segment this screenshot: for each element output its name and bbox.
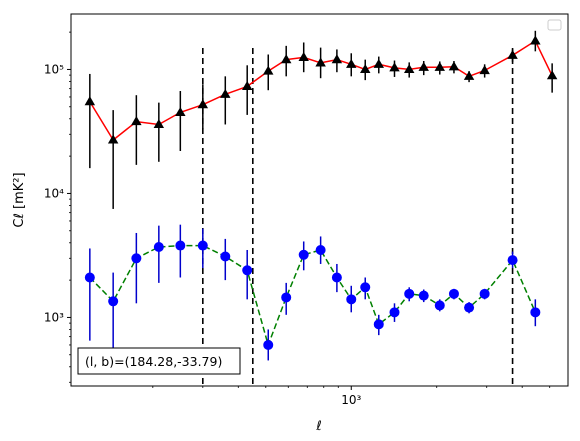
data-point [280, 54, 292, 64]
data-point [463, 70, 475, 80]
data-point [448, 288, 459, 299]
coordinate-annotation: (l, b)=(184.28,-33.79) [77, 347, 241, 375]
data-point [479, 288, 490, 299]
data-point [434, 300, 445, 311]
data-point [373, 319, 384, 330]
data-point [479, 65, 490, 75]
data-point [131, 116, 142, 126]
data-point [108, 296, 119, 307]
data-point [418, 61, 429, 71]
data-point [530, 307, 541, 318]
data-point [403, 63, 415, 74]
data-point [298, 249, 309, 260]
data-point [220, 251, 231, 262]
series-1 [84, 224, 541, 361]
data-point [175, 240, 186, 251]
data-point [346, 58, 357, 68]
x-axis-label: ℓ [315, 419, 321, 434]
data-point [530, 35, 541, 45]
series-line [89, 39, 553, 142]
annotation-text: (l, b)=(184.28,-33.79) [85, 354, 222, 369]
data-point [263, 339, 274, 350]
data-point [373, 58, 384, 68]
data-point [389, 62, 400, 72]
data-point [153, 241, 164, 252]
data-point [242, 265, 253, 276]
data-point [197, 99, 209, 109]
data-point [464, 302, 475, 313]
data-point [507, 49, 518, 59]
vertical-lines [202, 48, 514, 386]
data-point [346, 294, 357, 305]
axis-ticks: 10³ 10⁴ 10⁵ 10³ [44, 31, 551, 407]
plot-area [71, 14, 568, 386]
annotation-box [77, 347, 241, 375]
series-layer [84, 30, 558, 361]
data-point [197, 240, 208, 251]
data-point [315, 244, 326, 255]
data-point [507, 255, 518, 266]
y-tick-label: 10⁴ [44, 186, 64, 200]
data-point [546, 70, 558, 80]
plot-frame [70, 13, 569, 387]
data-point [360, 282, 371, 293]
data-point [448, 61, 460, 71]
data-point [175, 106, 186, 117]
y-axis-label: Cℓ [mK²] [12, 172, 27, 227]
series-0 [84, 30, 558, 209]
data-point [84, 96, 96, 106]
data-point [220, 88, 231, 98]
data-point [153, 118, 165, 129]
data-point [389, 307, 400, 318]
data-point [84, 272, 95, 283]
x-tick-label: 10³ [341, 393, 361, 407]
data-point [331, 272, 342, 283]
data-point [315, 57, 326, 67]
data-point [131, 253, 142, 264]
data-point [360, 63, 371, 74]
data-point [331, 54, 343, 64]
data-point [241, 80, 253, 90]
y-tick-label: 10⁵ [44, 62, 64, 76]
data-point [263, 65, 274, 75]
data-point [107, 134, 119, 144]
data-point [434, 61, 445, 71]
legend-box [547, 19, 562, 31]
data-point [404, 288, 415, 299]
y-tick-label: 10³ [44, 310, 64, 324]
data-point [418, 290, 429, 301]
data-point [298, 51, 309, 62]
data-point [281, 292, 292, 303]
